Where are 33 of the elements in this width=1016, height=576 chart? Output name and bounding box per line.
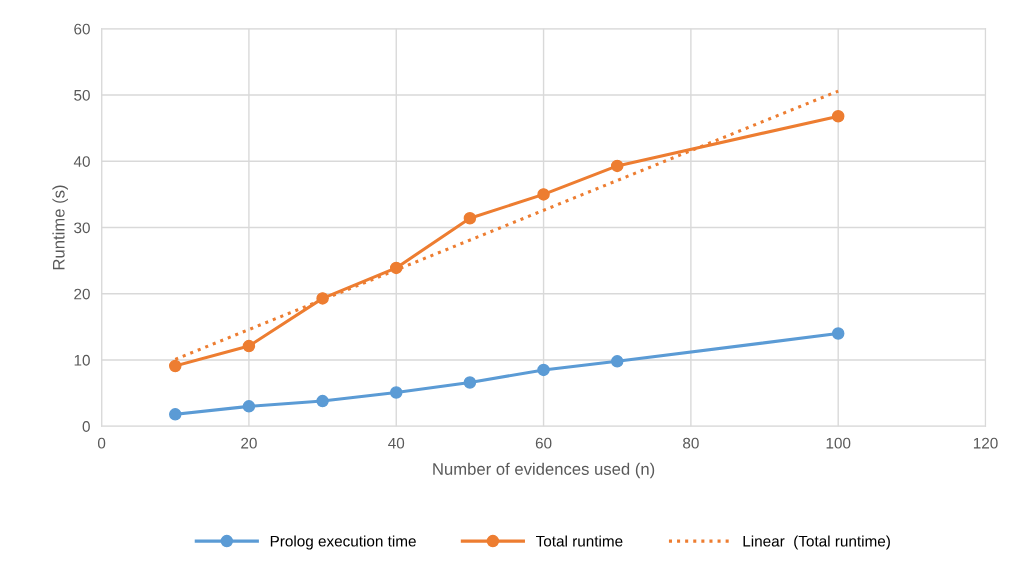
y-tick-label: 60 [74, 23, 90, 35]
x-tick-label: 80 [683, 437, 699, 449]
point [610, 159, 624, 173]
legend-label: Prolog execution time [270, 535, 416, 550]
y-tick-label: 50 [74, 89, 90, 101]
point [169, 408, 182, 421]
y-axis-title: Runtime (s) [52, 185, 68, 270]
point [831, 109, 845, 123]
x-tick-label: 100 [826, 437, 851, 449]
x-axis-title: Number of evidences used (n) [433, 462, 655, 479]
point [610, 355, 624, 368]
point [169, 359, 182, 373]
point [537, 188, 550, 201]
x-tick-label: 120 [973, 437, 998, 449]
point [463, 376, 477, 389]
y-tick-label: 30 [74, 222, 90, 234]
point [316, 394, 329, 408]
x-tick-label: 20 [241, 437, 257, 449]
point [242, 400, 256, 413]
legend-label: Linear (Total runtime) [743, 535, 890, 550]
x-tick-label: 0 [97, 437, 106, 449]
point [242, 339, 256, 353]
y-tick-label: 10 [74, 354, 90, 366]
x-tick-label: 40 [388, 437, 405, 449]
y-tick-label: 40 [73, 156, 90, 167]
point [537, 363, 550, 377]
point [389, 386, 403, 399]
y-tick-label: 0 [82, 421, 90, 432]
point [831, 327, 845, 340]
legend-label: Total runtime [536, 535, 623, 547]
x-tick-label: 60 [535, 437, 552, 449]
point [463, 211, 477, 225]
y-tick-label: 20 [74, 288, 90, 300]
